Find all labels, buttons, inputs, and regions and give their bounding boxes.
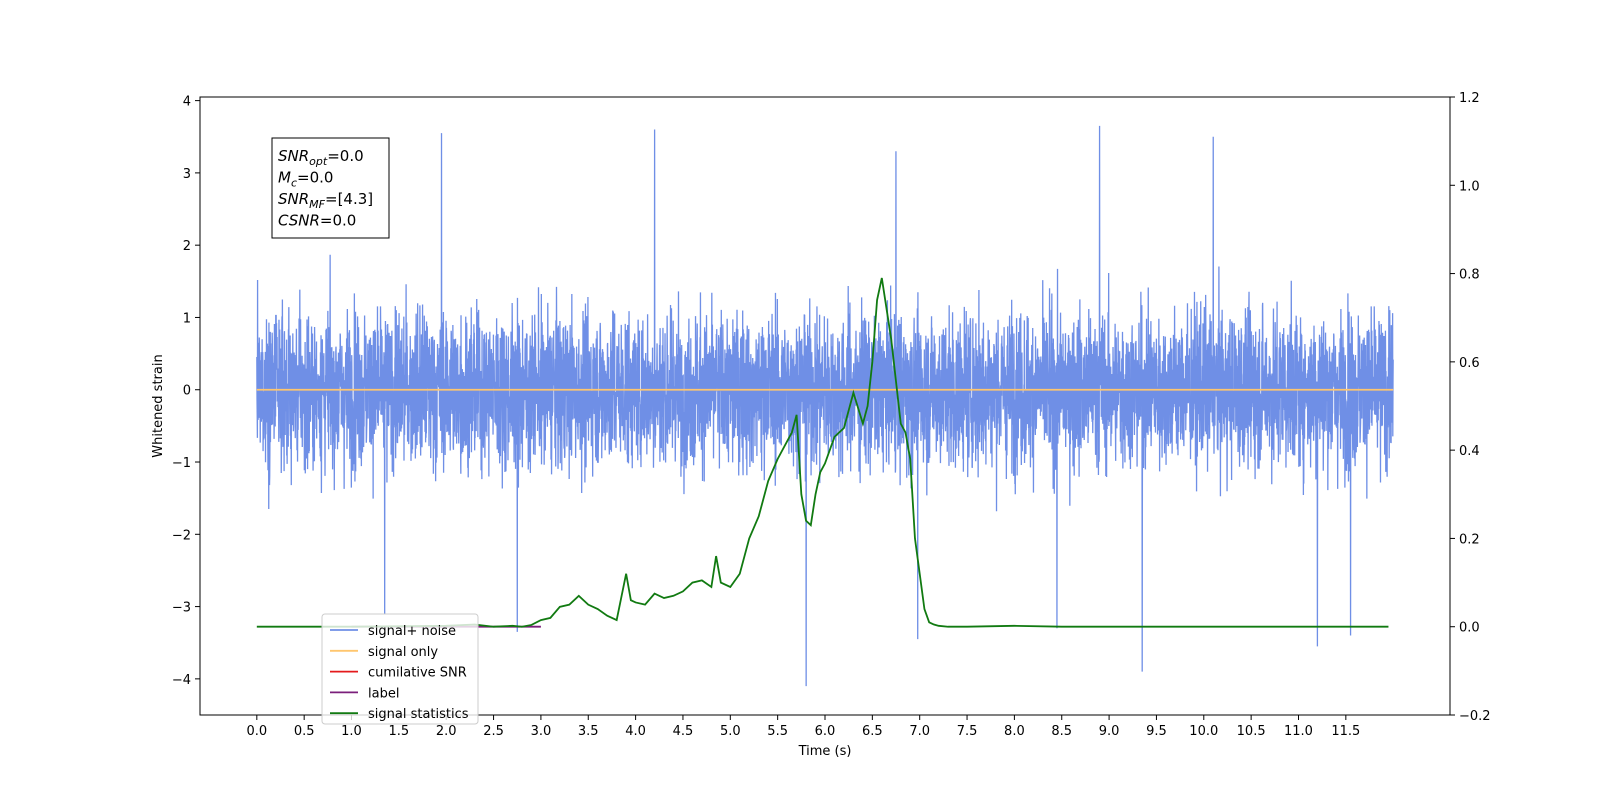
y2-tick-label: 0.4 — [1459, 444, 1480, 459]
x-tick-label: 10.5 — [1237, 724, 1266, 739]
y-tick-label: 1 — [183, 311, 191, 326]
x-tick-label: 3.0 — [531, 724, 552, 739]
x-axis: 0.0 0.5 1.0 1.5 2.0 2.5 3.0 3.5 4.0 4.5 5.0 5.5 6.0 6… — [246, 715, 1360, 739]
stats-box-frame — [271, 137, 390, 239]
x-tick-label: 10.0 — [1189, 724, 1218, 739]
legend-label: signal only — [368, 645, 438, 660]
series-line-signal-noise — [256, 125, 1394, 687]
x-tick-label: 4.5 — [673, 724, 694, 739]
x-tick-label: 9.0 — [1099, 724, 1120, 739]
x-tick-label: 2.5 — [483, 724, 504, 739]
y-tick-label: 4 — [183, 95, 191, 110]
x-tick-label: 0.0 — [246, 724, 267, 739]
x-tick-label: 1.0 — [341, 724, 362, 739]
x-tick-label: 1.5 — [389, 724, 410, 739]
x-tick-label: 8.0 — [1004, 724, 1025, 739]
x-axis-label: Time (s) — [798, 744, 852, 759]
stats-line: CSNR=0.0 — [278, 212, 356, 230]
y-tick-label: −3 — [172, 601, 191, 616]
x-tick-label: 5.0 — [720, 724, 741, 739]
x-tick-label: 6.0 — [815, 724, 836, 739]
y-tick-label: −2 — [172, 528, 191, 543]
y-axis-right: −0.2 0.0 0.2 0.4 0.6 0.8 1.0 1.2 — [1450, 91, 1491, 724]
x-tick-label: 11.5 — [1331, 724, 1360, 739]
y2-tick-label: 0.6 — [1459, 356, 1480, 371]
stats-line: SNRopt=0.0 — [278, 147, 364, 168]
x-tick-label: 2.0 — [436, 724, 457, 739]
x-tick-label: 8.5 — [1051, 724, 1072, 739]
y-tick-label: 0 — [183, 384, 191, 399]
x-tick-label: 4.0 — [625, 724, 646, 739]
stats-line: Mc=0.0 — [278, 169, 333, 190]
y-tick-label: 2 — [183, 239, 191, 254]
legend-label: cumilative SNR — [368, 666, 467, 681]
stats-line: SNRMF=[4.3] — [278, 190, 373, 211]
y2-tick-label: 0.8 — [1459, 268, 1480, 283]
x-tick-label: 6.5 — [862, 724, 883, 739]
y2-tick-label: 1.2 — [1459, 91, 1480, 106]
y-tick-label: −4 — [172, 673, 191, 688]
series-line-signal-statistics — [256, 277, 1389, 628]
y-axis-label: Whitened strain — [151, 354, 166, 457]
x-tick-label: 3.5 — [578, 724, 599, 739]
y-axis-left: −4 −3 −2 −1 0 1 2 3 4 — [172, 95, 200, 688]
y2-tick-label: 0.0 — [1459, 621, 1480, 636]
legend-label: label — [368, 686, 399, 701]
x-tick-label: 7.5 — [957, 724, 978, 739]
legend-frame — [321, 613, 479, 725]
y2-tick-label: −0.2 — [1459, 709, 1491, 724]
y-tick-label: −1 — [172, 456, 191, 471]
legend-label: signal+ noise — [368, 624, 456, 639]
y2-tick-label: 1.0 — [1459, 179, 1480, 194]
legend: signal+ noise signal only cumilative SNR la… — [321, 613, 479, 725]
x-tick-label: 11.0 — [1284, 724, 1313, 739]
legend-label: signal statistics — [368, 707, 469, 722]
x-tick-label: 7.0 — [909, 724, 930, 739]
x-tick-label: 5.5 — [767, 724, 788, 739]
y-tick-label: 3 — [183, 167, 191, 182]
x-tick-label: 9.5 — [1146, 724, 1167, 739]
y2-tick-label: 0.2 — [1459, 532, 1480, 547]
x-tick-label: 0.5 — [294, 724, 315, 739]
